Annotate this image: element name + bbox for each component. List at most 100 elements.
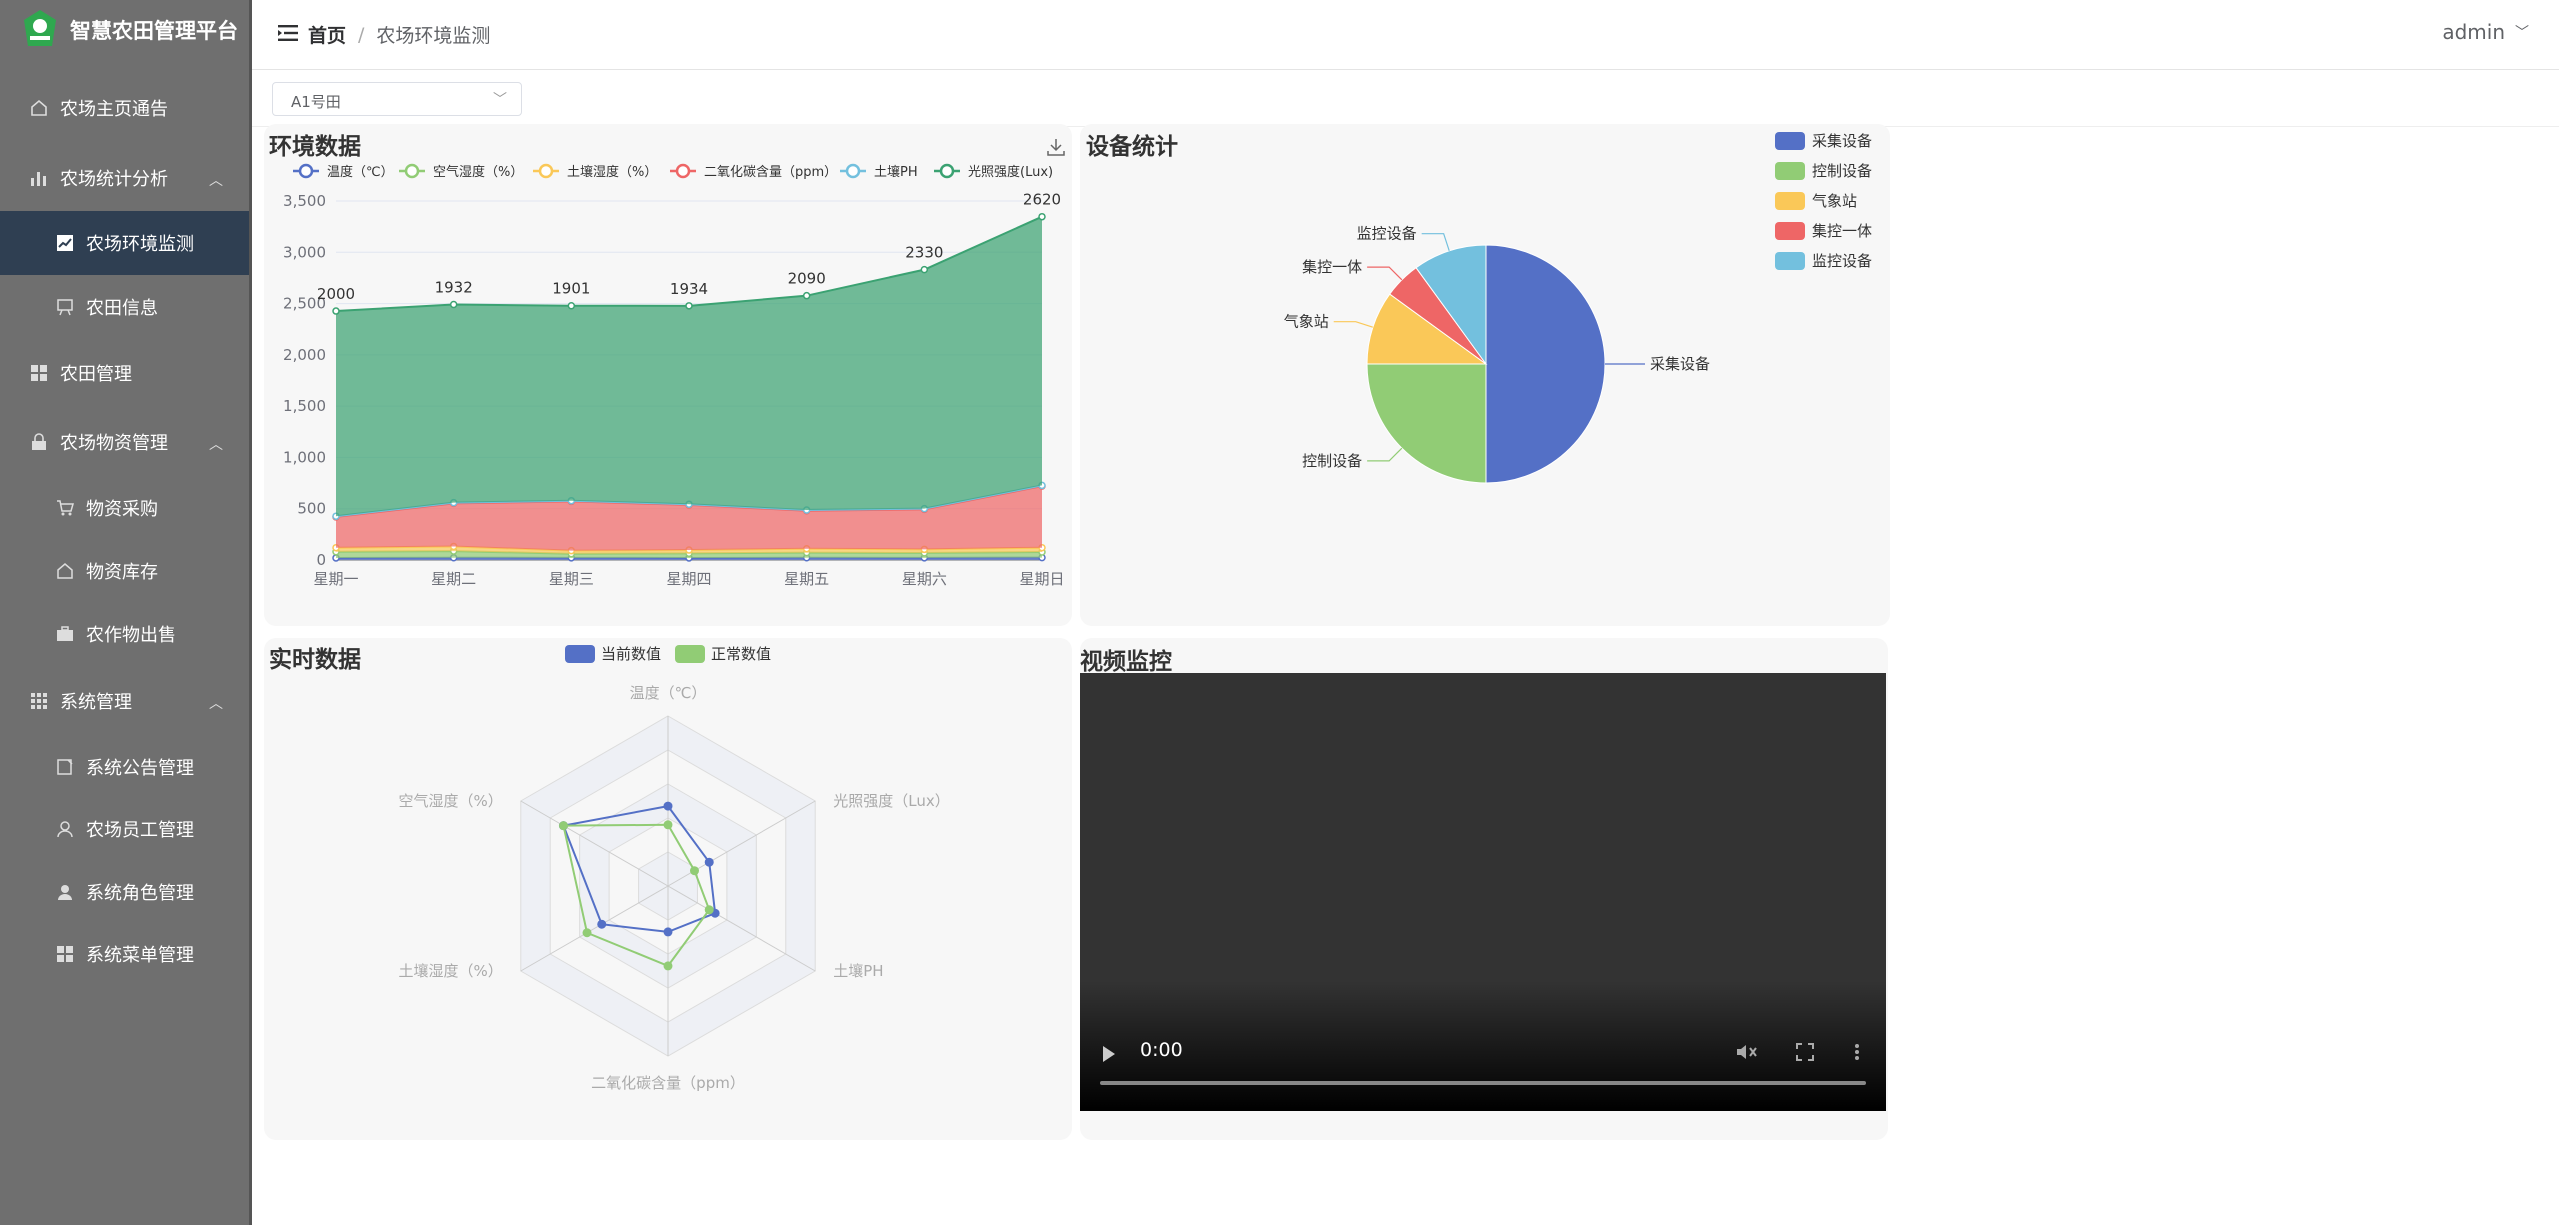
legend-label: 控制设备 xyxy=(1812,162,1872,180)
pie-slice xyxy=(1415,244,1487,366)
legend-item: 气象站 xyxy=(1775,192,1857,210)
field-select[interactable]: A1号田 ﹀ xyxy=(272,82,522,116)
radar-axis xyxy=(667,885,816,972)
sidebar-item-staff-manage[interactable]: 农场员工管理 xyxy=(0,797,249,861)
sidebar-item-system[interactable]: 系统管理 ︿ xyxy=(0,669,249,733)
data-point xyxy=(802,291,811,300)
sidebar-item-label: 农田信息 xyxy=(86,298,158,319)
y-tick-label: 1,500 xyxy=(283,397,326,415)
legend-item: 监控设备 xyxy=(1775,252,1872,270)
sidebar-item-label: 农场员工管理 xyxy=(86,820,194,841)
x-tick-label: 星期四 xyxy=(666,570,711,588)
radar-indicator-label: 温度（℃） xyxy=(630,684,707,702)
data-label: 1934 xyxy=(670,280,708,298)
legend-item: 当前数值 xyxy=(565,645,661,663)
legend-label: 二氧化碳含量（ppm） xyxy=(704,164,837,180)
sidebar-item-menu-manage[interactable]: 系统菜单管理 xyxy=(0,922,249,986)
sidebar-item-field-manage[interactable]: 农田管理 xyxy=(0,341,249,405)
legend-item: 土壤湿度（%） xyxy=(533,163,657,180)
x-tick-label: 星期一 xyxy=(313,570,358,588)
board-icon xyxy=(54,296,76,318)
y-tick-label: 500 xyxy=(297,500,326,518)
more-options-icon[interactable] xyxy=(1854,1043,1860,1061)
menu-fold-icon[interactable] xyxy=(278,24,298,42)
sidebar-item-notice-manage[interactable]: 系统公告管理 xyxy=(0,735,249,799)
radar-point xyxy=(704,857,714,867)
app-logo[interactable]: 智慧农田管理平台 xyxy=(0,0,249,60)
legend-marker xyxy=(298,163,314,179)
sidebar-item-purchase[interactable]: 物资采购 xyxy=(0,476,249,540)
legend-marker xyxy=(939,163,955,179)
video-player[interactable]: 0:00 xyxy=(1080,673,1886,1111)
sidebar-item-label: 农场主页通告 xyxy=(60,99,168,120)
chevron-down-icon: ﹀ xyxy=(2515,25,2529,41)
radar-axis xyxy=(520,885,669,972)
data-label: 2000 xyxy=(317,285,355,303)
radar-point xyxy=(663,801,673,811)
mute-icon[interactable] xyxy=(1736,1043,1758,1061)
user-filled-icon xyxy=(54,881,76,903)
x-tick-label: 星期三 xyxy=(549,570,594,588)
area-series xyxy=(336,216,1042,517)
legend-item: 空气湿度（%） xyxy=(399,163,523,180)
top-navbar: 首页 / 农场环境监测 admin ﹀ xyxy=(252,0,2559,70)
data-label: 2620 xyxy=(1023,191,1061,209)
legend-swatch xyxy=(1775,252,1805,270)
legend-item: 采集设备 xyxy=(1775,132,1872,150)
radar-point xyxy=(663,927,673,937)
legend-marker xyxy=(675,163,691,179)
radar-indicator-label: 空气湿度（%） xyxy=(399,792,503,810)
legend-label: 采集设备 xyxy=(1812,132,1872,150)
pie-label: 控制设备 xyxy=(1302,452,1362,470)
breadcrumb-home[interactable]: 首页 xyxy=(308,25,347,47)
data-point xyxy=(567,301,576,310)
y-tick-label: 3,000 xyxy=(283,243,326,261)
legend-swatch xyxy=(1775,162,1805,180)
data-label: 2090 xyxy=(788,270,826,288)
download-icon[interactable] xyxy=(1046,137,1066,157)
sidebar-item-crop-sale[interactable]: 农作物出售 xyxy=(0,602,249,666)
sidebar-item-role-manage[interactable]: 系统角色管理 xyxy=(0,860,249,924)
pie-label-line xyxy=(1333,321,1374,328)
grid-icon xyxy=(54,943,76,965)
x-tick-label: 星期六 xyxy=(902,570,947,588)
legend-label: 气象站 xyxy=(1812,192,1857,210)
legend-swatch xyxy=(1775,192,1805,210)
legend-marker xyxy=(404,163,420,179)
y-tick-label: 3,500 xyxy=(283,192,326,210)
x-tick-label: 星期二 xyxy=(431,570,476,588)
sidebar-item-label: 农场环境监测 xyxy=(86,234,194,255)
legend-item: 二氧化碳含量（ppm） xyxy=(670,163,837,180)
legend-swatch xyxy=(1775,132,1805,150)
sidebar-item-label: 农场统计分析 xyxy=(60,169,168,190)
user-icon xyxy=(54,818,76,840)
radar-axis xyxy=(520,800,669,887)
sidebar-item-label: 系统角色管理 xyxy=(86,883,194,904)
sidebar-item-inventory[interactable]: 物资库存 xyxy=(0,539,249,603)
sidebar-item-env-monitor[interactable]: 农场环境监测 xyxy=(0,211,249,275)
video-controls-bar xyxy=(1080,981,1886,1111)
notice-icon xyxy=(54,756,76,778)
legend-label: 集控一体 xyxy=(1812,222,1872,240)
pie-slice xyxy=(1485,244,1606,484)
sidebar-item-label: 农田管理 xyxy=(60,364,132,385)
fullscreen-icon[interactable] xyxy=(1796,1043,1814,1061)
radar-point xyxy=(663,961,673,971)
app-title: 智慧农田管理平台 xyxy=(70,19,238,43)
data-point xyxy=(1038,212,1046,221)
line-chart-icon xyxy=(54,232,76,254)
play-icon[interactable] xyxy=(1102,1045,1116,1063)
farm-logo-icon xyxy=(24,10,56,46)
pie-label: 气象站 xyxy=(1284,313,1329,331)
legend-item: 光照强度(Lux) xyxy=(934,163,1053,180)
user-menu[interactable]: admin ﹀ xyxy=(2442,20,2529,44)
data-point xyxy=(449,300,458,309)
sidebar-item-supplies[interactable]: 农场物资管理 ︿ xyxy=(0,410,249,474)
sidebar-item-field-info[interactable]: 农田信息 xyxy=(0,275,249,339)
sidebar-item-farm-notice[interactable]: 农场主页通告 xyxy=(0,76,249,140)
sidebar-item-statistics[interactable]: 农场统计分析 ︿ xyxy=(0,146,249,210)
video-progress-bar[interactable] xyxy=(1100,1081,1866,1085)
legend-marker xyxy=(845,163,861,179)
legend-label: 土壤PH xyxy=(874,164,918,180)
